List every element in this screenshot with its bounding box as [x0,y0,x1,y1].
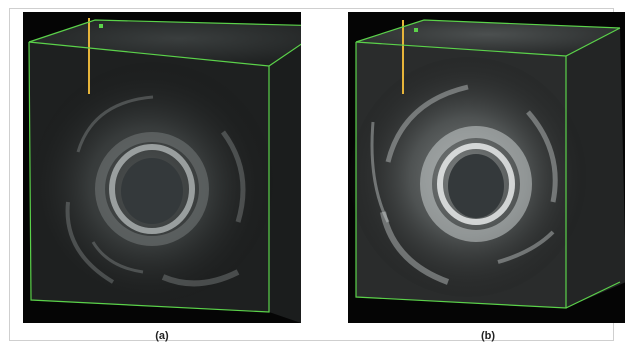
panel-label-b: (b) [480,330,496,342]
ultrasound-panel-b [348,12,625,323]
volume-top-face [29,20,301,66]
position-marker [414,28,418,32]
lumen [121,158,183,224]
ultrasound-panel-a [23,12,301,323]
panel-label-a: (a) [155,330,169,342]
lumen-wall-inner [109,144,195,234]
lumen-wall-inner [437,143,515,225]
lumen-wall-outer [420,126,532,242]
ultrasound-volume-a [28,18,301,323]
lumen [448,154,504,218]
position-marker [99,24,103,28]
ultrasound-volume-b [350,19,625,309]
tissue-streaks [370,84,558,285]
lumen-wall-outer [95,132,209,246]
tissue-streaks [65,95,246,287]
volume-box-outline [28,19,301,313]
volume-top-face [356,20,620,56]
volume-side-face [269,44,301,323]
volume-box-outline [355,19,621,309]
volume-side-face [566,28,625,308]
